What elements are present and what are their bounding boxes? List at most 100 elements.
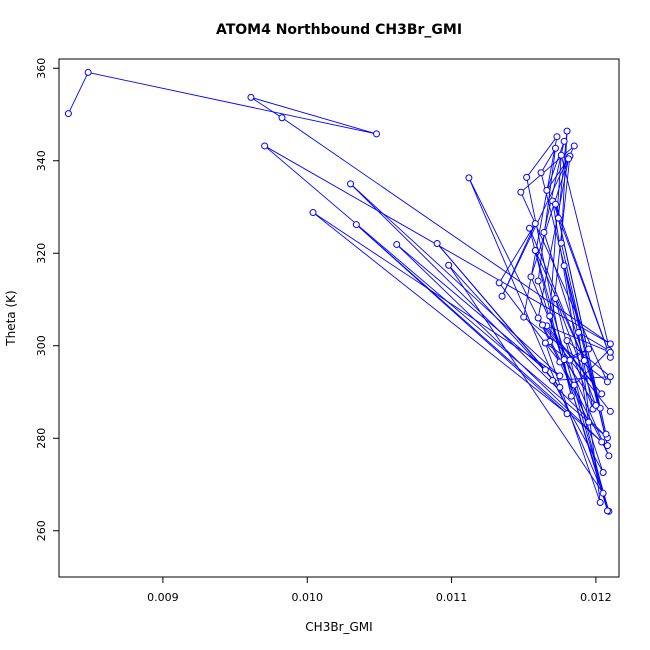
data-point <box>585 418 593 426</box>
data-point <box>599 468 607 476</box>
series-segment <box>526 136 558 178</box>
data-point <box>465 174 473 182</box>
data-point <box>564 155 572 163</box>
series-segment <box>498 223 536 284</box>
data-point <box>598 438 606 446</box>
data-point <box>567 392 575 400</box>
data-point <box>560 356 568 364</box>
data-point <box>557 239 565 247</box>
series-segment <box>468 177 604 494</box>
data-point <box>495 279 503 287</box>
series-segment <box>498 282 561 363</box>
data-point <box>551 295 559 303</box>
data-point <box>563 127 571 135</box>
data-point <box>580 357 588 365</box>
data-point <box>570 381 578 389</box>
series-segment <box>448 264 561 388</box>
data-point <box>551 200 559 208</box>
series-segment <box>549 316 608 511</box>
series-segment <box>281 117 611 345</box>
series-segment <box>563 359 597 406</box>
data-point <box>498 292 506 300</box>
series-segment <box>549 155 562 317</box>
data-point <box>592 401 600 409</box>
data-point <box>373 130 381 138</box>
series-segment <box>396 244 546 371</box>
x-tick-label: 0.012 <box>580 591 612 604</box>
data-point <box>606 407 614 415</box>
series-segment <box>530 158 569 277</box>
series-segment <box>448 265 604 494</box>
data-point <box>352 221 360 229</box>
series-segment <box>549 156 571 342</box>
data-point <box>445 261 453 269</box>
data-point <box>575 328 583 336</box>
data-point <box>606 373 614 381</box>
data-point <box>596 499 604 507</box>
data-point <box>560 137 568 145</box>
data-point <box>534 314 542 322</box>
data-point <box>553 133 561 141</box>
series-segment <box>563 265 608 446</box>
series-segment <box>573 350 610 386</box>
data-point <box>531 246 539 254</box>
x-tick-label: 0.009 <box>147 591 179 604</box>
data-point <box>585 345 593 353</box>
data-point <box>546 312 554 320</box>
series-segment <box>501 145 575 297</box>
data-point <box>603 442 611 450</box>
data-point <box>556 372 564 380</box>
series-segment <box>350 183 608 439</box>
data-point <box>347 180 355 188</box>
series-segment <box>250 97 283 119</box>
data-point <box>543 186 551 194</box>
series-segment <box>546 141 565 191</box>
data-point <box>557 151 565 159</box>
series-segment <box>552 200 590 423</box>
data-point <box>549 376 557 384</box>
series-segment <box>312 212 568 415</box>
data-point <box>560 262 568 270</box>
series-segment <box>67 72 89 114</box>
data-point <box>563 337 571 345</box>
data-point <box>278 114 286 122</box>
series-segment <box>552 376 611 381</box>
series-segment <box>555 298 597 406</box>
series-segment <box>523 136 558 318</box>
series-segment <box>312 212 561 377</box>
series-segment <box>356 224 602 443</box>
x-axis: 0.009 0.010 0.011 0.012 <box>147 576 612 604</box>
data-point <box>531 220 539 228</box>
series-segment <box>520 145 575 193</box>
series-segment <box>566 340 611 378</box>
series-segment <box>537 158 569 319</box>
series-segment <box>537 148 556 282</box>
series-segment <box>542 324 610 457</box>
series-segment <box>534 250 585 361</box>
series-segment <box>250 96 377 135</box>
x-axis-label: CH3Br_GMI <box>305 620 372 634</box>
series-lines <box>67 71 611 512</box>
data-point <box>309 209 317 217</box>
data-point <box>598 390 606 398</box>
series-segment <box>537 317 603 395</box>
data-point <box>541 339 549 347</box>
series-segment <box>530 276 610 457</box>
data-point <box>520 313 528 321</box>
y-tick-label: 360 <box>35 58 48 79</box>
data-point <box>606 348 614 356</box>
series-segment <box>546 325 611 353</box>
data-point <box>393 240 401 248</box>
series-segment <box>560 155 611 353</box>
series-segment <box>436 243 561 388</box>
y-axis: 260 280 300 320 340 360 <box>35 58 60 541</box>
chart-title: ATOM4 Northbound CH3Br_GMI <box>216 22 462 38</box>
series-segment <box>555 298 608 511</box>
data-point <box>537 169 545 177</box>
data-point <box>606 340 614 348</box>
data-point <box>563 410 571 418</box>
data-point <box>64 110 72 118</box>
data-point <box>603 378 611 386</box>
series-segment <box>542 324 611 412</box>
data-point <box>523 173 531 181</box>
